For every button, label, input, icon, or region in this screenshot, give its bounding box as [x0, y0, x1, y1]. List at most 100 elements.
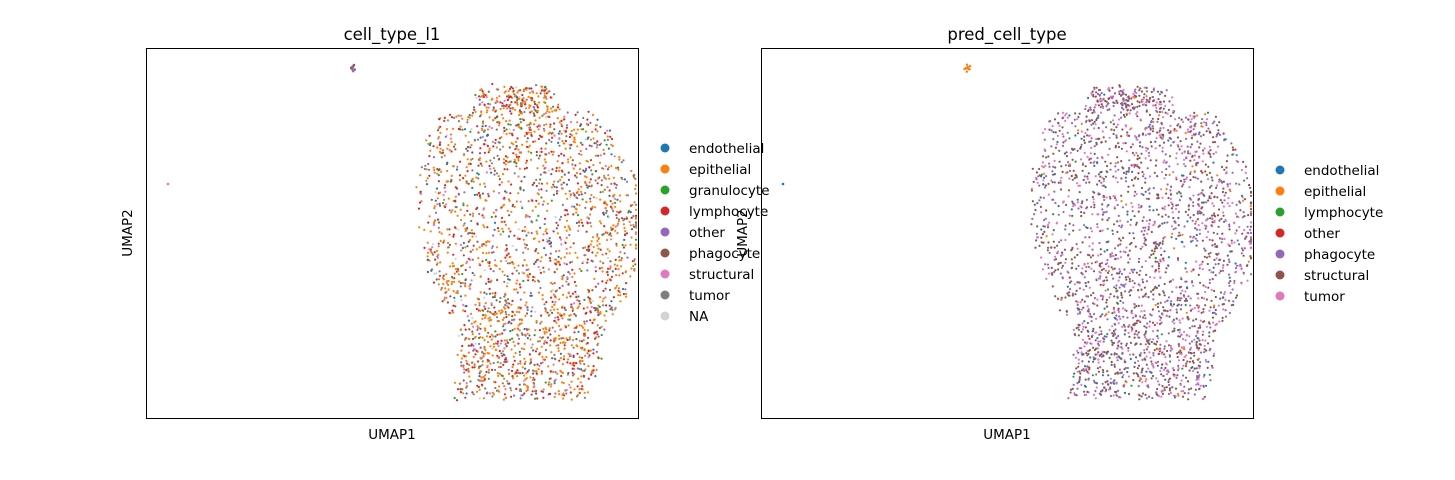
scatter-point — [1189, 114, 1192, 117]
scatter-point — [523, 392, 526, 395]
scatter-point — [434, 258, 437, 261]
scatter-point — [1180, 303, 1183, 307]
scatter-point — [1238, 200, 1241, 203]
scatter-point — [1038, 167, 1041, 171]
scatter-point — [475, 176, 478, 179]
scatter-point — [1086, 134, 1089, 137]
scatter-point — [1156, 90, 1160, 93]
scatter-point — [1193, 354, 1196, 357]
scatter-point — [1217, 208, 1221, 211]
scatter-point — [565, 280, 568, 283]
scatter-point — [481, 214, 484, 217]
scatter-point — [553, 357, 556, 360]
scatter-point — [542, 396, 545, 399]
scatter-point — [1061, 132, 1064, 136]
scatter-point — [438, 202, 441, 205]
scatter-point — [1093, 348, 1096, 351]
scatter-point — [1152, 224, 1155, 227]
scatter-point — [1221, 190, 1224, 194]
scatter-point — [479, 196, 482, 200]
scatter-point — [473, 366, 476, 369]
scatter-point — [1115, 199, 1118, 202]
scatter-point — [486, 358, 489, 361]
scatter-point — [1180, 195, 1183, 198]
scatter-point — [433, 251, 436, 254]
scatter-point — [576, 299, 579, 302]
scatter-point — [1196, 332, 1199, 335]
scatter-point — [528, 273, 532, 276]
scatter-point — [1195, 318, 1198, 321]
scatter-point — [512, 355, 515, 358]
scatter-point — [1245, 264, 1249, 267]
scatter-point — [1079, 251, 1082, 254]
scatter-point — [1065, 171, 1068, 174]
scatter-point — [1167, 139, 1170, 142]
scatter-point — [594, 270, 598, 273]
scatter-point — [1072, 169, 1075, 172]
scatter-point — [515, 200, 518, 203]
scatter-point — [530, 97, 534, 100]
scatter-point — [459, 128, 462, 131]
scatter-point — [1188, 326, 1191, 330]
scatter-point — [553, 271, 556, 274]
scatter-point — [581, 326, 585, 329]
scatter-point — [606, 256, 610, 259]
scatter-point — [434, 191, 437, 194]
scatter-point — [1125, 172, 1128, 176]
scatter-point — [1171, 290, 1174, 293]
scatter-point — [483, 305, 486, 308]
scatter-point — [487, 106, 490, 109]
scatter-point — [1167, 264, 1170, 267]
scatter-point — [488, 262, 491, 265]
scatter-point — [625, 295, 628, 298]
scatter-point — [425, 179, 428, 182]
scatter-point — [1122, 323, 1125, 327]
scatter-point — [634, 247, 638, 250]
scatter-point — [1211, 122, 1214, 125]
scatter-point — [569, 391, 572, 394]
scatter-point — [1109, 197, 1112, 200]
scatter-point — [1214, 308, 1217, 312]
scatter-point — [477, 191, 480, 195]
scatter-point — [605, 231, 608, 234]
scatter-point — [1112, 329, 1115, 333]
scatter-point — [450, 150, 453, 153]
scatter-point — [605, 211, 608, 215]
scatter-point — [609, 265, 612, 268]
scatter-point — [1107, 87, 1110, 90]
scatter-point — [548, 131, 551, 134]
scatter-point — [1200, 122, 1203, 125]
scatter-point — [1044, 184, 1048, 187]
scatter-point — [438, 231, 441, 234]
scatter-point — [1124, 124, 1127, 127]
scatter-point — [1048, 162, 1051, 165]
scatter-point — [458, 178, 461, 182]
scatter-point — [482, 224, 485, 227]
scatter-point — [461, 344, 464, 348]
scatter-point — [512, 363, 515, 366]
scatter-point — [484, 327, 487, 330]
scatter-point — [589, 319, 592, 322]
scatter-point — [596, 143, 599, 147]
scatter-point — [578, 339, 582, 342]
scatter-point — [612, 224, 615, 227]
scatter-point — [1209, 197, 1212, 200]
scatter-point — [465, 182, 469, 185]
scatter-point — [566, 213, 569, 216]
scatter-point — [1192, 284, 1195, 287]
scatter-point — [1140, 90, 1144, 93]
scatter-point — [1167, 204, 1170, 207]
scatter-point — [1177, 351, 1180, 354]
scatter-point — [557, 255, 560, 258]
scatter-point — [1194, 388, 1197, 391]
scatter-point — [513, 318, 516, 321]
scatter-point — [1189, 126, 1192, 129]
scatter-point — [495, 96, 499, 99]
scatter-point — [540, 370, 544, 373]
scatter-point — [550, 296, 553, 299]
scatter-point — [1189, 216, 1192, 219]
scatter-point — [521, 99, 524, 102]
scatter-point — [1155, 247, 1159, 250]
scatter-point — [596, 240, 599, 243]
scatter-point — [596, 233, 599, 236]
